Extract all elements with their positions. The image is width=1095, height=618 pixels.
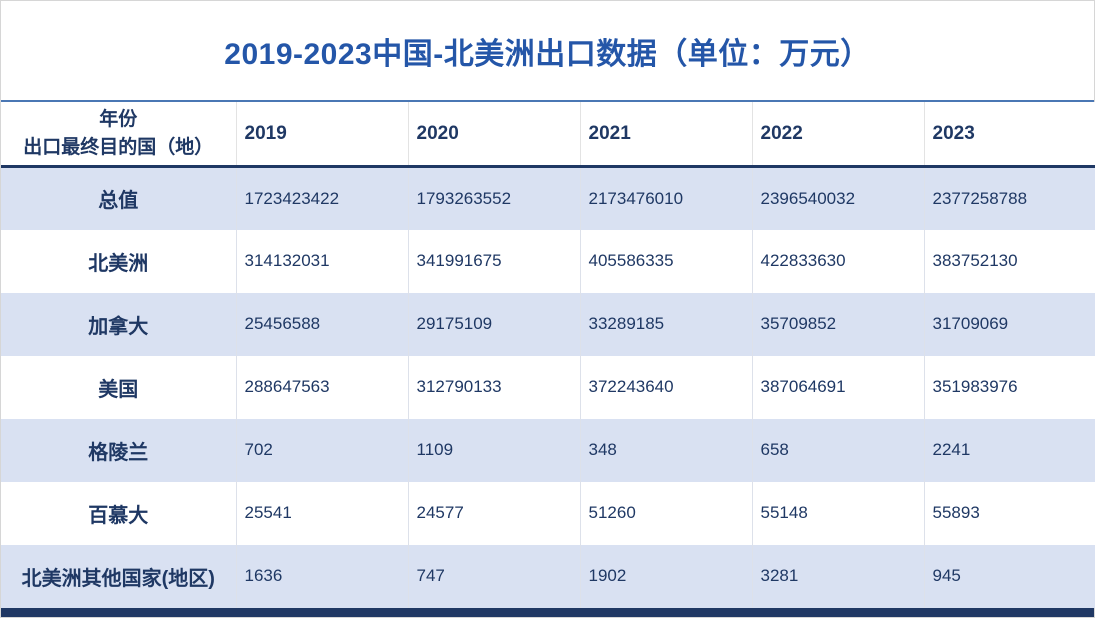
data-cell: 747 [408, 544, 581, 608]
row-label-cell: 加拿大 [1, 292, 237, 356]
table-header: 年份 出口最终目的国（地） 2019 2020 2021 2022 2023 [1, 102, 1095, 167]
data-cell: 51260 [580, 481, 753, 545]
data-cell: 2241 [932, 440, 971, 460]
data-cell: 372243640 [580, 355, 753, 419]
year-column-header-2023: 2023 [932, 122, 975, 144]
table-row-bermuda: 百慕大 25541 24577 51260 55148 55893 [1, 481, 1095, 545]
data-cell: 288647563 [236, 355, 409, 419]
data-cell: 348 [580, 418, 753, 482]
data-cell: 2396540032 [752, 166, 925, 230]
data-cell: 1636 [236, 544, 409, 608]
data-cell: 1793263552 [408, 166, 581, 230]
data-cell: 351983976 [932, 377, 1018, 397]
table-body: 总值 1723423422 1793263552 2173476010 2396… [1, 166, 1095, 608]
row-label-cell: 格陵兰 [1, 418, 237, 482]
title-bar: 2019-2023中国-北美洲出口数据（单位：万元） [1, 1, 1094, 102]
data-cell: 383752130 [932, 251, 1018, 271]
table-row-north-america: 北美洲 314132031 341991675 405586335 422833… [1, 229, 1095, 293]
year-column-header-2021: 2021 [580, 102, 753, 167]
table-row-canada: 加拿大 25456588 29175109 33289185 35709852 … [1, 292, 1095, 356]
row-label-cell: 美国 [1, 355, 237, 419]
data-cell: 341991675 [408, 229, 581, 293]
table-row-other-countries: 北美洲其他国家(地区) 1636 747 1902 3281 945 [1, 544, 1095, 608]
data-cell: 35709852 [752, 292, 925, 356]
year-column-header-2020: 2020 [408, 102, 581, 167]
year-column-header-2019: 2019 [236, 102, 409, 167]
data-cell: 405586335 [580, 229, 753, 293]
data-cell: 387064691 [752, 355, 925, 419]
row-label-cell: 北美洲 [1, 229, 237, 293]
data-cell: 3281 [752, 544, 925, 608]
data-cell: 312790133 [408, 355, 581, 419]
table-row-usa: 美国 288647563 312790133 372243640 3870646… [1, 355, 1095, 419]
bottom-accent-bar [1, 607, 1094, 617]
page-title: 2019-2023中国-北美洲出口数据（单位：万元） [224, 37, 871, 71]
data-cell: 25456588 [236, 292, 409, 356]
data-cell: 1902 [580, 544, 753, 608]
data-cell: 55893 [932, 503, 980, 523]
data-cell: 24577 [408, 481, 581, 545]
data-cell: 1723423422 [236, 166, 409, 230]
data-cell: 422833630 [752, 229, 925, 293]
corner-header-year-label: 年份 [99, 109, 138, 130]
data-cell: 31709069 [932, 314, 1009, 334]
data-cell: 314132031 [236, 229, 409, 293]
corner-header-destination-label: 出口最终目的国（地） [23, 136, 214, 158]
data-cell: 945 [932, 566, 961, 586]
year-column-header-2022: 2022 [752, 102, 925, 167]
corner-header-cell: 年份 出口最终目的国（地） [1, 102, 237, 167]
data-cell: 33289185 [580, 292, 753, 356]
data-cell: 702 [236, 418, 409, 482]
header-row: 年份 出口最终目的国（地） 2019 2020 2021 2022 2023 [1, 102, 1095, 167]
row-label-cell: 百慕大 [1, 481, 237, 545]
data-cell: 29175109 [408, 292, 581, 356]
row-label-cell: 总值 [1, 166, 237, 230]
table-row-greenland: 格陵兰 702 1109 348 658 2241 [1, 418, 1095, 482]
data-cell: 2377258788 [932, 188, 1028, 208]
data-cell: 55148 [752, 481, 925, 545]
data-cell: 1109 [408, 418, 581, 482]
data-cell: 658 [752, 418, 925, 482]
table-row-total: 总值 1723423422 1793263552 2173476010 2396… [1, 166, 1095, 230]
data-cell: 2173476010 [580, 166, 753, 230]
export-data-table: 年份 出口最终目的国（地） 2019 2020 2021 2022 2023 总… [1, 102, 1095, 608]
row-label-cell: 北美洲其他国家(地区) [1, 544, 237, 608]
data-cell: 25541 [236, 481, 409, 545]
